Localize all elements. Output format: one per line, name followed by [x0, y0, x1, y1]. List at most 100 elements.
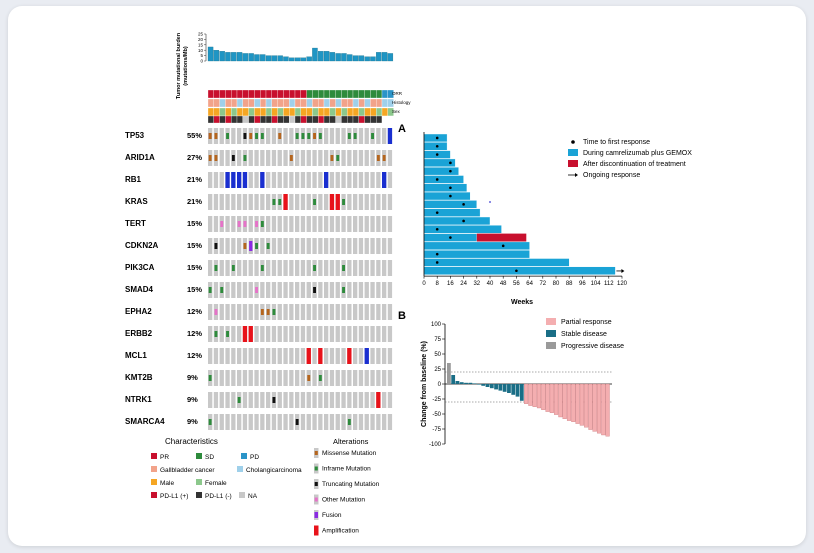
annotation-cell-pdl1 [248, 115, 255, 124]
annotation-cell-orr [323, 89, 330, 99]
gene-cell [387, 150, 393, 166]
annotation-cell-orr [225, 89, 232, 99]
gene-cell [387, 392, 393, 408]
gene-cell [266, 150, 271, 166]
missense-mutation-mark [313, 133, 316, 139]
gene-cell [283, 238, 288, 254]
gene-cell [347, 304, 352, 320]
annotation-cell-sex [248, 107, 255, 117]
alteration-legend-swatch [314, 512, 318, 518]
annotation-tracks [207, 89, 394, 124]
gene-name: SMAD4 [125, 285, 154, 294]
characteristics-title: Characteristics [165, 437, 218, 446]
swimmer-xlabel: Weeks [511, 299, 533, 306]
tmb-bar-chart: Tumor mutational burden (mutations/Mb) 0… [176, 32, 394, 99]
gene-cell [237, 128, 242, 144]
first-response-dot [449, 161, 452, 165]
swimmer-x-tick-label: 0 [422, 281, 426, 287]
waterfall-legend-label: Partial response [561, 319, 612, 326]
annotation-cell-pdl1 [387, 115, 394, 124]
swimmer-bar-during [423, 166, 459, 176]
gene-cell [382, 348, 387, 364]
alteration-legend-swatch [314, 482, 318, 486]
annotation-cell-orr [358, 89, 365, 99]
annotation-cell-histology [231, 98, 238, 108]
tmb-bar [248, 53, 254, 62]
annotation-cell-pdl1 [225, 115, 232, 124]
waterfall-y-tick-label: 75 [434, 337, 441, 343]
gene-cell [271, 260, 277, 276]
gene-cell [376, 194, 381, 210]
waterfall-bar [464, 382, 468, 384]
gene-cell [382, 238, 387, 254]
characteristics-label: Cholangicarcinoma [246, 467, 302, 474]
gene-cell [271, 326, 277, 342]
gene-cell [329, 370, 335, 386]
gene-cell [277, 260, 282, 276]
tmb-bar [381, 52, 388, 62]
gene-cell [387, 194, 393, 210]
swimmer-bar-during [423, 142, 448, 151]
missense-mutation-mark [307, 375, 311, 381]
gene-cell [364, 128, 369, 144]
annotation-cell-pdl1 [207, 115, 214, 124]
waterfall-bar [605, 383, 610, 437]
inframe-mutation-mark [318, 133, 322, 139]
gene-cell [242, 304, 248, 320]
gene-cell [295, 172, 300, 188]
gene-percent: 9% [187, 417, 198, 426]
tmb-tick-label: 5 [200, 53, 203, 58]
gene-cell [289, 238, 294, 254]
gene-cell [376, 282, 381, 298]
gene-cell [231, 414, 236, 430]
gene-cell [387, 348, 393, 364]
gene-cell [277, 238, 282, 254]
annotation-cell-pdl1 [370, 115, 377, 124]
swimmer-bars [423, 133, 625, 275]
annotation-cell-histology [236, 98, 243, 108]
annotation-cell-histology [323, 98, 330, 108]
gene-cell [295, 326, 300, 342]
alteration-legend-label: Fusion [322, 512, 342, 519]
gene-cell [213, 216, 219, 232]
waterfall-bar [545, 383, 550, 412]
gene-cell [358, 216, 364, 232]
gene-cell [347, 150, 352, 166]
gene-cell [248, 172, 253, 188]
waterfall-bar [489, 384, 494, 389]
gene-cell [370, 238, 375, 254]
gene-cell [213, 414, 219, 430]
gene-cell [237, 326, 242, 342]
gene-cell [219, 128, 224, 144]
gene-cell [219, 238, 224, 254]
gene-cell [358, 260, 364, 276]
gene-cell [376, 414, 381, 430]
gene-cell [295, 348, 300, 364]
gene-cell [254, 392, 259, 408]
tmb-bar [370, 56, 376, 62]
gene-cell [266, 282, 271, 298]
gene-cell [370, 304, 375, 320]
gene-cell [231, 128, 236, 144]
first-response-dot [435, 252, 439, 256]
annotation-cell-pdl1 [271, 115, 278, 124]
gene-name: MCL1 [125, 351, 147, 360]
gene-cell [364, 216, 369, 232]
inframe-mutation-mark [243, 155, 247, 161]
swimmer-bar-during [423, 241, 530, 250]
annotation-cell-orr [341, 89, 348, 99]
gene-cell [300, 216, 306, 232]
annotation-cell-pdl1 [242, 115, 249, 124]
gene-cell [306, 260, 311, 276]
gene-cell [260, 414, 265, 430]
gene-cell [266, 194, 271, 210]
waterfall-bar [566, 383, 572, 421]
gene-cell [387, 238, 393, 254]
panel-a-swimmer-plot: A 0 8 16 24 32 40 48 56 64 72 80 88 96 104 112 120 Week… [398, 123, 692, 306]
swimmer-legend-label: During camrelizumab plus GEMOX [583, 150, 692, 157]
inframe-mutation-mark [313, 199, 316, 205]
waterfall-bar [472, 383, 477, 384]
gene-cell [237, 304, 242, 320]
inframe-mutation-mark [260, 133, 264, 139]
tmb-ylabel-units: (mutations/Mb) [183, 46, 189, 86]
